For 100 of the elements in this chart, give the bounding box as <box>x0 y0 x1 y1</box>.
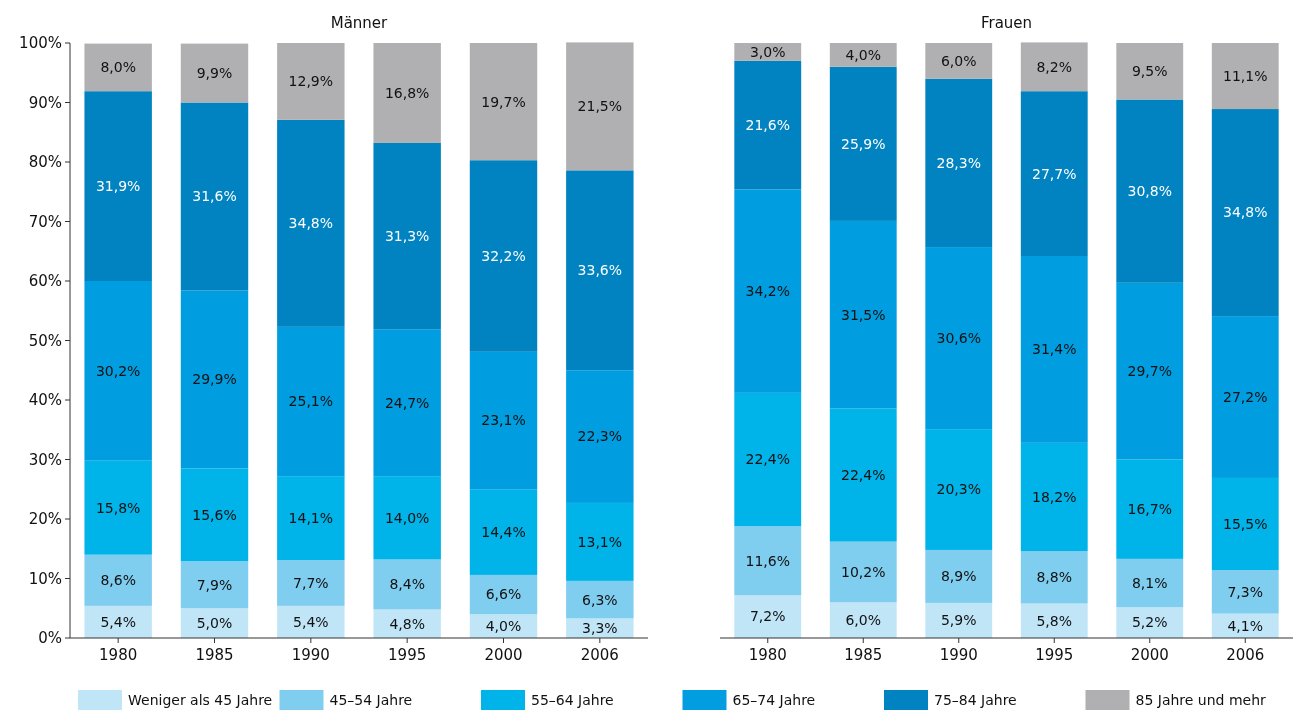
bar <box>373 476 441 560</box>
data-label: 15,5% <box>1223 515 1268 532</box>
data-label: 14,1% <box>288 510 334 527</box>
legend-label: 55–64 Jahre <box>531 691 614 708</box>
bar <box>829 66 897 221</box>
data-label: 33,6% <box>577 262 623 279</box>
data-label: 20,3% <box>936 481 981 498</box>
bar <box>180 561 249 609</box>
y-tick-label: 50% <box>28 331 62 350</box>
data-label: 9,5% <box>1131 63 1168 80</box>
bar <box>566 42 634 171</box>
data-label: 34,8% <box>288 215 334 232</box>
chart-title: Männer <box>330 14 389 32</box>
y-tick-label: 100% <box>19 34 62 53</box>
bar <box>1020 551 1088 604</box>
bar <box>1211 109 1279 317</box>
data-label: 6,3% <box>582 591 618 608</box>
legend-label: 75–84 Jahre <box>934 691 1017 708</box>
bar <box>84 281 152 461</box>
data-label: 30,6% <box>936 330 981 347</box>
data-label: 34,2% <box>745 283 790 300</box>
y-tick-label: 30% <box>28 450 62 469</box>
data-label: 16,8% <box>384 84 430 101</box>
y-tick-label: 90% <box>28 93 62 112</box>
data-label: 30,8% <box>1127 183 1172 200</box>
bar <box>734 189 802 393</box>
bar <box>925 549 993 603</box>
x-tick-label: 2000 <box>484 646 523 664</box>
data-label: 4,1% <box>1227 617 1264 634</box>
bar <box>734 526 802 596</box>
bar <box>1211 43 1279 110</box>
data-label: 21,6% <box>745 117 790 134</box>
data-label: 9,9% <box>196 64 233 81</box>
data-label: 16,7% <box>1127 501 1172 518</box>
data-label: 19,7% <box>481 93 526 110</box>
data-label: 31,9% <box>95 178 141 194</box>
legend-label: 65–74 Jahre <box>732 691 816 708</box>
bar <box>84 460 152 555</box>
data-label: 5,8% <box>1036 612 1073 629</box>
bar <box>734 595 802 638</box>
bar <box>1020 256 1088 443</box>
y-tick-label: 0% <box>38 629 62 648</box>
bar <box>1211 570 1279 614</box>
bar <box>1211 316 1279 478</box>
data-label: 8,1% <box>1131 574 1168 591</box>
bar <box>1211 477 1279 571</box>
data-label: 8,9% <box>940 568 977 585</box>
data-label: 15,8% <box>95 499 141 516</box>
data-label: 4,0% <box>485 618 522 634</box>
x-tick-label: 1980 <box>748 646 787 664</box>
data-label: 27,2% <box>1223 388 1268 405</box>
bar <box>829 541 897 603</box>
data-label: 27,7% <box>1032 165 1077 182</box>
data-label: 5,4% <box>293 613 329 630</box>
data-label: 15,6% <box>192 506 237 523</box>
bar <box>1020 91 1088 257</box>
bar <box>84 554 152 606</box>
bar <box>277 119 345 327</box>
data-label: 12,9% <box>288 73 334 90</box>
bar <box>277 43 345 120</box>
data-label: 4,8% <box>389 615 425 632</box>
bar <box>829 602 897 638</box>
chart-title: Frauen <box>980 14 1033 32</box>
y-tick-label: 10% <box>28 569 62 588</box>
data-label: 7,9% <box>196 576 233 593</box>
bar <box>566 170 634 371</box>
data-label: 18,2% <box>1032 488 1077 505</box>
bar <box>1020 42 1088 92</box>
data-label: 14,0% <box>384 509 430 526</box>
x-tick-label: 1985 <box>195 646 234 664</box>
legend-label: 85 Jahre und mehr <box>1135 691 1267 708</box>
x-tick-label: 1995 <box>388 646 427 664</box>
bar <box>469 351 538 490</box>
x-tick-label: 1980 <box>99 646 138 664</box>
data-label: 5,9% <box>940 612 977 629</box>
data-label: 21,5% <box>577 98 623 115</box>
data-label: 23,1% <box>481 412 526 429</box>
data-label: 7,3% <box>1227 583 1264 600</box>
data-label: 6,0% <box>845 612 882 629</box>
bar <box>829 220 897 409</box>
bar <box>180 468 249 562</box>
legend-label: Weniger als 45 Jahre <box>128 691 273 708</box>
bar <box>925 43 993 79</box>
data-label: 6,0% <box>940 52 977 69</box>
data-label: 28,3% <box>936 154 981 171</box>
data-label: 10,2% <box>841 563 886 580</box>
data-label: 25,9% <box>841 135 886 152</box>
data-label: 8,4% <box>389 576 425 593</box>
bar <box>1020 603 1088 638</box>
data-label: 13,1% <box>577 533 623 550</box>
data-label: 29,7% <box>1127 363 1172 380</box>
bar <box>925 78 993 248</box>
data-label: 25,1% <box>288 393 334 410</box>
bar <box>734 60 802 190</box>
data-label: 32,2% <box>481 247 526 264</box>
data-label: 3,3% <box>582 620 618 637</box>
bar <box>1116 282 1184 460</box>
x-tick-label: 2006 <box>1226 646 1265 664</box>
x-tick-label: 1990 <box>291 646 330 664</box>
x-tick-label: 1990 <box>939 646 978 664</box>
